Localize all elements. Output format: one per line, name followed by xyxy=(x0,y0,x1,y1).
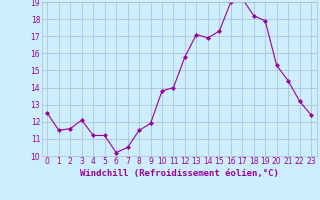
X-axis label: Windchill (Refroidissement éolien,°C): Windchill (Refroidissement éolien,°C) xyxy=(80,169,279,178)
